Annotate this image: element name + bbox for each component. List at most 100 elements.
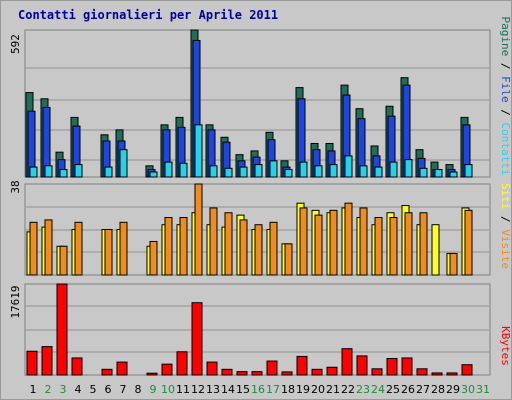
day-label-23: 23: [356, 383, 370, 396]
bar-contatti-day-20: [314, 165, 323, 178]
bar-contatti-day-26: [404, 159, 413, 178]
day-label-20: 20: [311, 383, 325, 396]
bar-kbytes-day-27: [416, 368, 428, 376]
legend-separator: /: [499, 209, 512, 229]
day-label-5: 5: [90, 383, 97, 396]
bar-kbytes-day-19: [296, 355, 308, 376]
visits-panel: 38 Siti / Visite: [9, 180, 512, 276]
bar-contatti-day-15: [239, 166, 248, 178]
day-label-31: 31: [476, 383, 490, 396]
bar-visite-day-12: [194, 183, 203, 276]
day-label-28: 28: [431, 383, 445, 396]
hits-bars: [25, 29, 473, 178]
day-label-4: 4: [75, 383, 82, 396]
bar-kbytes-day-15: [236, 371, 248, 376]
day-label-16: 16: [251, 383, 265, 396]
bar-contatti-day-22: [344, 155, 353, 178]
bar-visite-day-16: [254, 224, 263, 276]
bar-visite-day-11: [179, 217, 188, 276]
bar-kbytes-day-18: [281, 371, 293, 376]
day-label-25: 25: [386, 383, 400, 396]
bar-kbytes-day-2: [41, 346, 53, 376]
day-label-14: 14: [221, 383, 235, 396]
day-label-6: 6: [105, 383, 112, 396]
bar-visite-day-13: [209, 207, 218, 276]
bar-kbytes-day-28: [431, 372, 443, 376]
day-label-21: 21: [326, 383, 340, 396]
traffic-ymax-label: 17619: [9, 285, 22, 318]
bar-kbytes-day-17: [266, 360, 278, 376]
bar-kbytes-day-29: [446, 372, 458, 376]
day-label-9: 9: [150, 383, 157, 396]
bar-contatti-day-1: [29, 166, 38, 178]
bar-contatti-day-13: [209, 165, 218, 178]
day-label-8: 8: [135, 383, 142, 396]
bar-contatti-day-30: [464, 164, 473, 178]
bar-visite-day-29: [449, 252, 458, 276]
bar-kbytes-day-22: [341, 348, 353, 376]
bar-contatti-day-24: [374, 166, 383, 178]
bar-visite-day-23: [359, 207, 368, 276]
day-label-3: 3: [60, 383, 67, 396]
bar-siti-day-28: [431, 224, 440, 276]
bar-visite-day-15: [239, 219, 248, 276]
bar-contatti-day-27: [419, 167, 428, 178]
bar-contatti-day-25: [389, 161, 398, 178]
legend-contatti: Contatti: [499, 123, 512, 176]
bar-kbytes-day-26: [401, 357, 413, 376]
bar-visite-day-21: [329, 209, 338, 276]
day-label-12: 12: [191, 383, 205, 396]
bar-contatti-day-17: [269, 160, 278, 178]
bar-kbytes-day-14: [221, 368, 233, 376]
bar-kbytes-day-20: [311, 368, 323, 376]
bar-kbytes-day-23: [356, 355, 368, 376]
day-label-26: 26: [401, 383, 415, 396]
bar-contatti-day-3: [59, 169, 68, 178]
day-label-2: 2: [45, 383, 52, 396]
bar-kbytes-day-30: [461, 364, 473, 376]
bar-visite-day-1: [29, 221, 38, 276]
bar-visite-day-24: [374, 217, 383, 276]
bar-visite-day-2: [44, 219, 53, 276]
day-label-7: 7: [120, 383, 127, 396]
bar-visite-day-27: [419, 212, 428, 276]
bar-visite-day-6: [104, 229, 113, 276]
legend-siti: Siti: [499, 183, 512, 210]
bar-contatti-day-18: [284, 169, 293, 178]
bar-kbytes-day-21: [326, 366, 338, 376]
bar-contatti-day-10: [164, 161, 173, 178]
bar-kbytes-day-4: [71, 357, 83, 376]
bar-contatti-day-23: [359, 165, 368, 178]
bar-visite-day-7: [119, 221, 128, 276]
day-label-1: 1: [30, 383, 37, 396]
bar-contatti-day-19: [299, 161, 308, 178]
legend-pagine: Pagine: [499, 17, 512, 57]
bar-visite-day-30: [464, 209, 473, 276]
bar-kbytes-day-16: [251, 371, 263, 376]
bar-visite-day-25: [389, 217, 398, 276]
bar-contatti-day-29: [449, 171, 458, 178]
day-label-13: 13: [206, 383, 220, 396]
bar-kbytes-day-9: [146, 372, 158, 376]
bar-visite-day-18: [284, 243, 293, 276]
bar-kbytes-day-10: [161, 363, 173, 376]
day-label-27: 27: [416, 383, 430, 396]
bar-contatti-day-2: [44, 165, 53, 178]
bar-contatti-day-11: [179, 162, 188, 178]
legend-file: File: [499, 76, 512, 103]
hits-legend: Pagine / File / Contatti: [499, 17, 512, 176]
visits-legend: Siti / Visite: [499, 183, 512, 269]
bar-contatti-day-21: [329, 164, 338, 178]
traffic-panel: 17619 KBytes: [9, 283, 512, 376]
day-label-15: 15: [236, 383, 250, 396]
visits-bars: [26, 183, 473, 276]
day-label-22: 22: [341, 383, 355, 396]
bar-contatti-day-14: [224, 167, 233, 178]
bar-visite-day-19: [299, 207, 308, 276]
day-label-30: 30: [461, 383, 475, 396]
bar-contatti-day-7: [119, 149, 128, 178]
bar-contatti-day-12: [194, 124, 203, 178]
chart-title: Contatti giornalieri per Aprile 2011: [18, 8, 278, 22]
legend-kbytes: KBytes: [499, 326, 512, 366]
